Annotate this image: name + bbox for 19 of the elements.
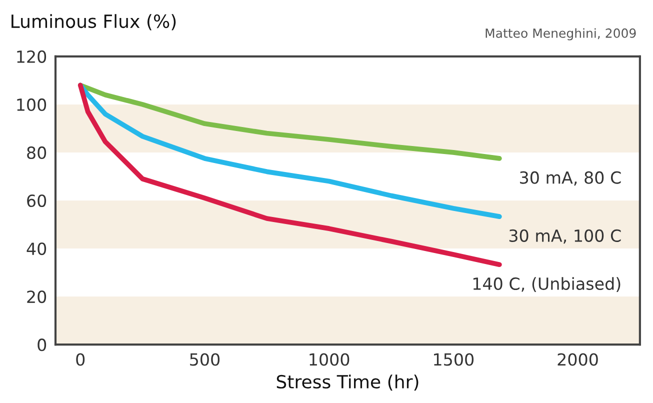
y-tick-label: 100 bbox=[17, 98, 46, 112]
x-tick-label: 0 bbox=[76, 353, 85, 366]
y-axis-title: Luminous Flux (%) bbox=[12, 14, 176, 30]
line-series bbox=[78, 82, 502, 268]
x-axis-title: Stress Time (hr) bbox=[276, 374, 418, 391]
series-label: 140 C, (Unbiased) bbox=[473, 277, 620, 292]
x-tick-label: 1500 bbox=[434, 353, 474, 366]
x-tick-label: 500 bbox=[190, 353, 220, 366]
series-label: 30 mA, 80 C bbox=[520, 171, 621, 186]
y-tick-label: 120 bbox=[17, 50, 46, 63]
series-label: 30 mA, 100 C bbox=[509, 229, 621, 244]
y-tick-label: 40 bbox=[26, 242, 46, 256]
y-tick-label: 0 bbox=[38, 338, 46, 352]
x-tick-label: 2000 bbox=[558, 353, 598, 366]
text: Matteo Meneghini, 2009 bbox=[486, 28, 636, 40]
y-tick-label: 60 bbox=[27, 194, 46, 208]
y-tick-label: 20 bbox=[27, 290, 46, 304]
x-tick-label: 1000 bbox=[310, 353, 350, 366]
y-tick-label: 80 bbox=[27, 146, 46, 160]
